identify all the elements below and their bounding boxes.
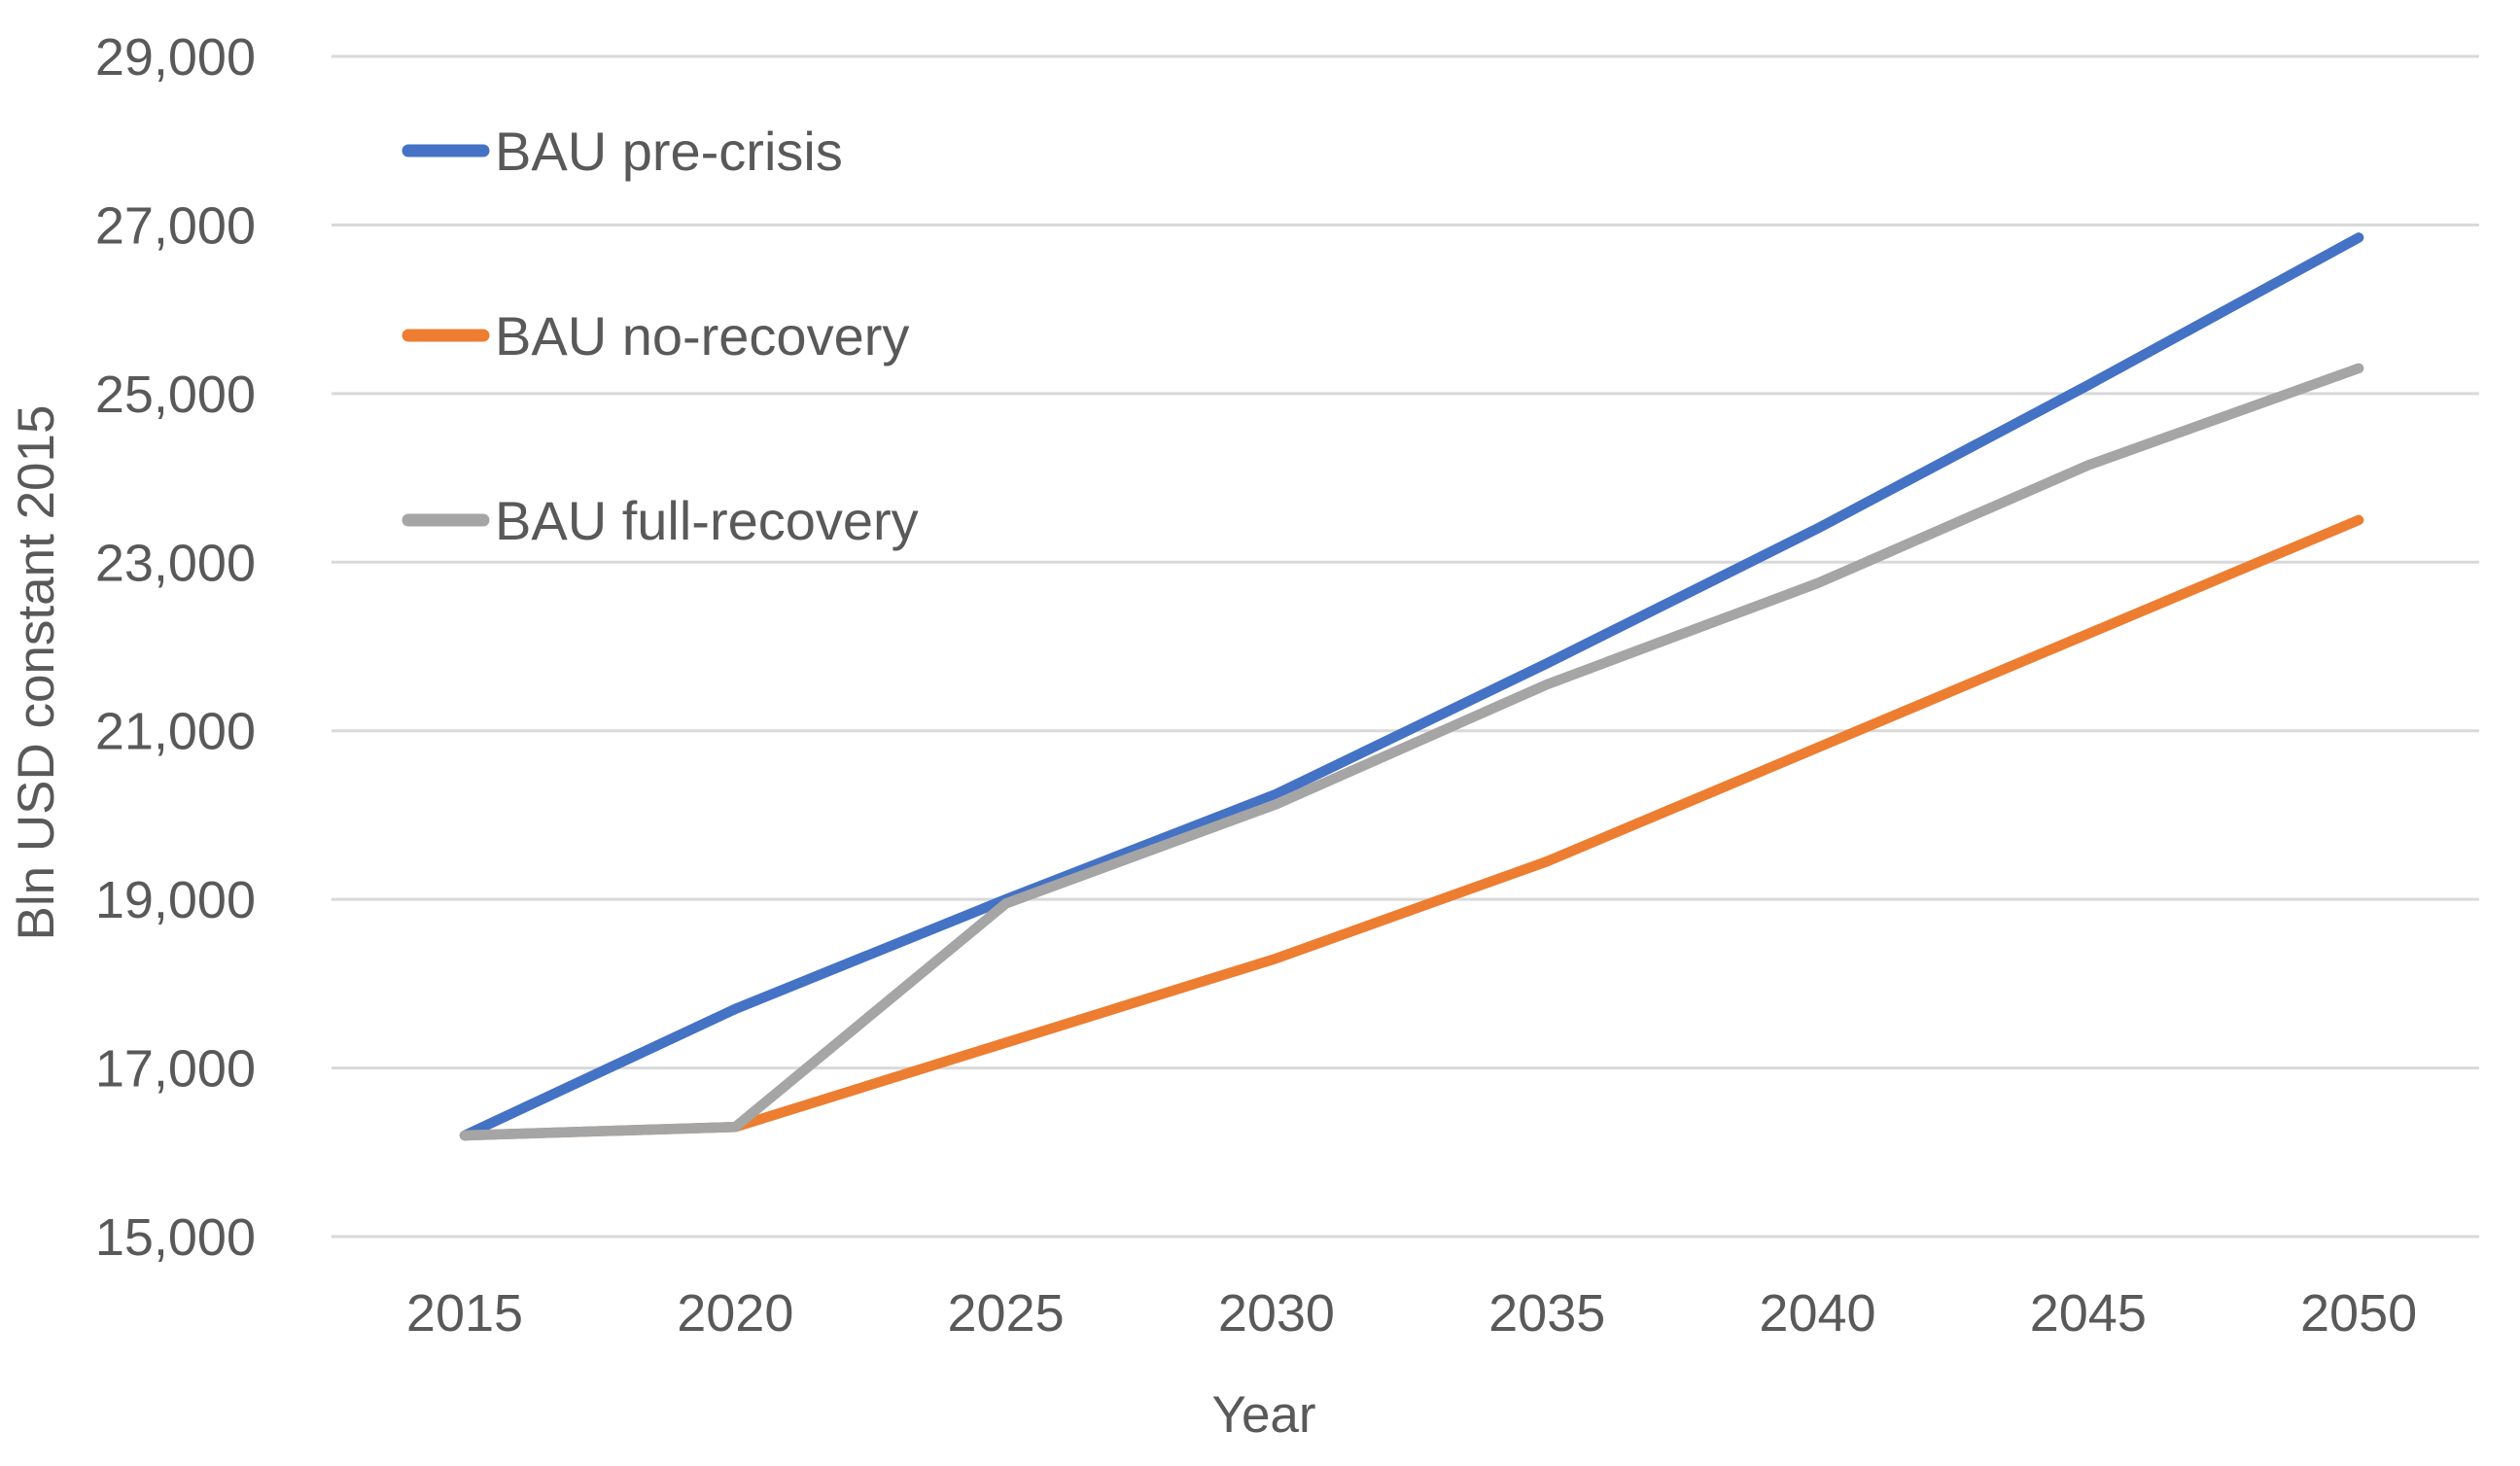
y-tick-label: 25,000	[95, 366, 256, 424]
x-axis-tick-labels: 2015 2020 2025 2030 2035 2040 2045 2050	[406, 1284, 2417, 1343]
x-tick-label: 2035	[1488, 1284, 1605, 1343]
y-axis-title: Bln USD constant 2015	[8, 405, 65, 941]
series-line-bau-full-recovery	[459, 363, 2364, 1141]
x-tick-label: 2015	[406, 1284, 523, 1343]
legend-item: BAU full-recovery	[402, 490, 919, 551]
y-tick-label: 29,000	[95, 28, 256, 87]
legend-item: BAU no-recovery	[402, 305, 909, 366]
legend-label: BAU no-recovery	[495, 305, 909, 366]
series-line-bau-no-recovery	[459, 514, 2364, 1141]
y-tick-label: 19,000	[95, 871, 256, 929]
series-line-bau-pre-crisis	[459, 232, 2364, 1141]
legend: BAU pre-crisis BAU no-recovery BAU full-re…	[402, 121, 919, 551]
x-tick-label: 2020	[677, 1284, 793, 1343]
x-tick-label: 2025	[948, 1284, 1065, 1343]
legend-label: BAU full-recovery	[495, 490, 919, 551]
series-lines	[459, 232, 2364, 1141]
y-axis-tick-labels: 15,000 17,000 19,000 21,000 23,000 25,000 27,0…	[95, 28, 256, 1267]
y-tick-label: 17,000	[95, 1040, 256, 1099]
y-tick-label: 23,000	[95, 534, 256, 592]
legend-item: BAU pre-crisis	[402, 121, 843, 182]
y-tick-label: 21,000	[95, 703, 256, 761]
x-axis-title: Year	[1211, 1386, 1315, 1444]
y-tick-label: 15,000	[95, 1208, 256, 1267]
legend-label: BAU pre-crisis	[495, 121, 843, 182]
gridlines	[332, 54, 2479, 1239]
y-tick-label: 27,000	[95, 196, 256, 255]
x-tick-label: 2050	[2300, 1284, 2417, 1343]
x-tick-label: 2040	[1759, 1284, 1875, 1343]
x-tick-label: 2045	[2030, 1284, 2147, 1343]
x-tick-label: 2030	[1218, 1284, 1335, 1343]
